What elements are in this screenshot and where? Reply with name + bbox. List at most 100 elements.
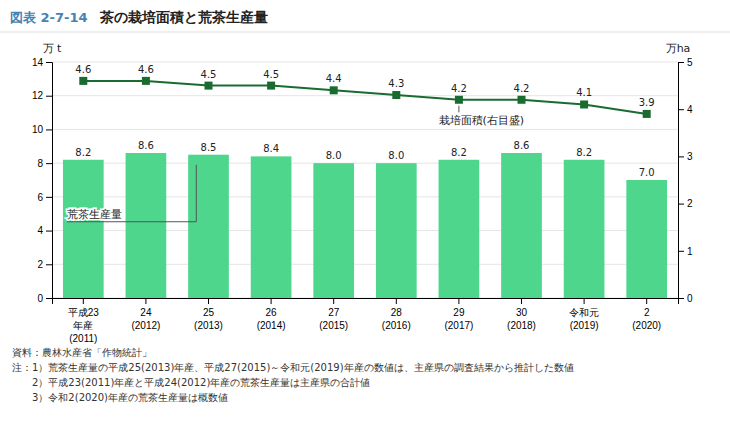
grid [52,62,678,298]
tick-mark [678,62,684,63]
y-tick: 0 [37,293,52,304]
source: 資料：農林水産省「作物統計」 [12,347,152,358]
y-tick: 12 [32,90,52,101]
tick-mark [208,298,209,304]
y2-tick: 2 [678,198,693,209]
tick-mark [521,298,522,304]
data-label: 4.5 [263,69,279,80]
x-tick: 令和元(2019) [569,298,599,331]
tick-mark [145,298,146,304]
header-rule [0,32,730,33]
x-tick: 平成23年産(2011) [68,298,100,344]
x-tick-label: 2 [644,307,650,318]
x-tick-label: (2014) [257,320,286,331]
marker [79,77,87,85]
y-tick-label: 8 [37,158,43,169]
y2-tick: 3 [678,151,693,162]
data-label: 8.6 [138,140,154,151]
leader-line [458,106,459,113]
tick-mark [46,264,52,265]
data-label: 4.2 [514,83,530,94]
bar [626,180,667,298]
footnotes: 資料：農林水産省「作物統計」注：1）荒茶生産量の平成25(2013)年産、平成2… [12,347,574,403]
x-axis: 平成23年産(2011)24(2012)25(2013)26(2014)27(2… [53,298,679,344]
grid-line [52,62,678,63]
data-label: 4.1 [576,87,592,98]
chart: 図表 2-7-14茶の栽培面積と荒茶生産量平成23年産(2011)24(2012… [0,0,730,442]
y2-tick-label: 1 [687,246,693,257]
data-label: 8.2 [75,147,91,158]
x-tick: 27(2015) [319,298,348,331]
note: 注：1）荒茶生産量の平成25(2013)年産、平成27(2015)～令和元(20… [12,362,574,373]
x-tick-label: (2016) [382,320,411,331]
y-tick-label: 10 [32,124,44,135]
axis-line [46,63,53,299]
tick-mark [678,298,684,299]
data-label: 4.4 [326,73,342,84]
data-labels: 8.28.68.58.48.08.08.28.68.27.04.64.64.54… [75,64,654,178]
x-tick: 24(2012) [131,298,160,331]
y-tick: 2 [37,259,52,270]
tick-mark [46,197,52,198]
note: 2）平成23(2011)年産と平成24(2012)年産の荒茶生産量は主産県の合計… [12,377,370,388]
x-tick: 30(2018) [507,298,536,331]
y2-tick: 5 [678,57,693,68]
marker [142,77,150,85]
y2-tick-label: 0 [687,293,693,304]
marker [580,100,588,108]
figure-label: 図表 2-7-14 [10,10,88,25]
bar [439,160,480,298]
grid-line [52,129,678,130]
tick-mark [83,298,84,304]
y2-tick: 4 [678,104,693,115]
data-label: 7.0 [639,167,655,178]
title: 茶の栽培面積と荒茶生産量 [99,9,268,25]
x-tick: 25(2013) [194,298,223,331]
y-tick-label: 2 [37,259,43,270]
x-tick-label: (2017) [444,320,473,331]
y-tick-label: 6 [37,192,43,203]
y2-axis: 0 1 2 3 4 5 [678,57,693,304]
axis-line [679,63,685,299]
tick-mark [646,298,647,304]
x-tick-label: 年産 [73,320,93,331]
data-label: 8.2 [451,147,467,158]
y-tick: 4 [37,225,52,236]
data-label: 4.6 [138,64,154,75]
data-label: 8.4 [263,143,279,154]
tick-mark [678,251,684,252]
note: 3）令和2(2020)年産の荒茶生産量は概数値 [12,392,228,403]
marker [267,82,275,90]
marker [518,96,526,104]
bar [188,155,229,298]
tick-mark [458,298,459,304]
annotation: 荒茶生産量 [67,208,122,221]
bar [63,160,104,298]
y-axis: 0 2 4 6 8 10 12 14 [32,57,53,304]
tick-mark [333,298,334,304]
x-tick: 2(2020) [632,298,661,331]
x-tick-label: (2011) [69,333,97,344]
tick-mark [678,204,684,205]
y-tick: 14 [32,57,52,68]
data-label: 4.2 [451,83,467,94]
tick-mark [46,129,52,130]
y-tick: 8 [37,158,52,169]
x-tick-label: 令和元 [569,307,599,318]
x-tick-label: 25 [203,307,215,318]
data-label: 4.5 [201,69,217,80]
leader-line [67,165,196,222]
tick-mark [46,231,52,232]
y-axis-label: 万 t [43,42,62,55]
annotation: 栽培面積(右目盛) [439,114,525,127]
line [83,81,646,114]
tick-mark [46,96,52,97]
data-label: 4.3 [388,78,404,89]
x-tick-label: 28 [391,307,403,318]
y-tick: 6 [37,192,52,203]
data-label: 8.0 [388,150,404,161]
tick-mark [396,298,397,304]
marker [330,86,338,94]
data-label: 8.2 [576,147,592,158]
x-tick-label: 27 [328,307,340,318]
